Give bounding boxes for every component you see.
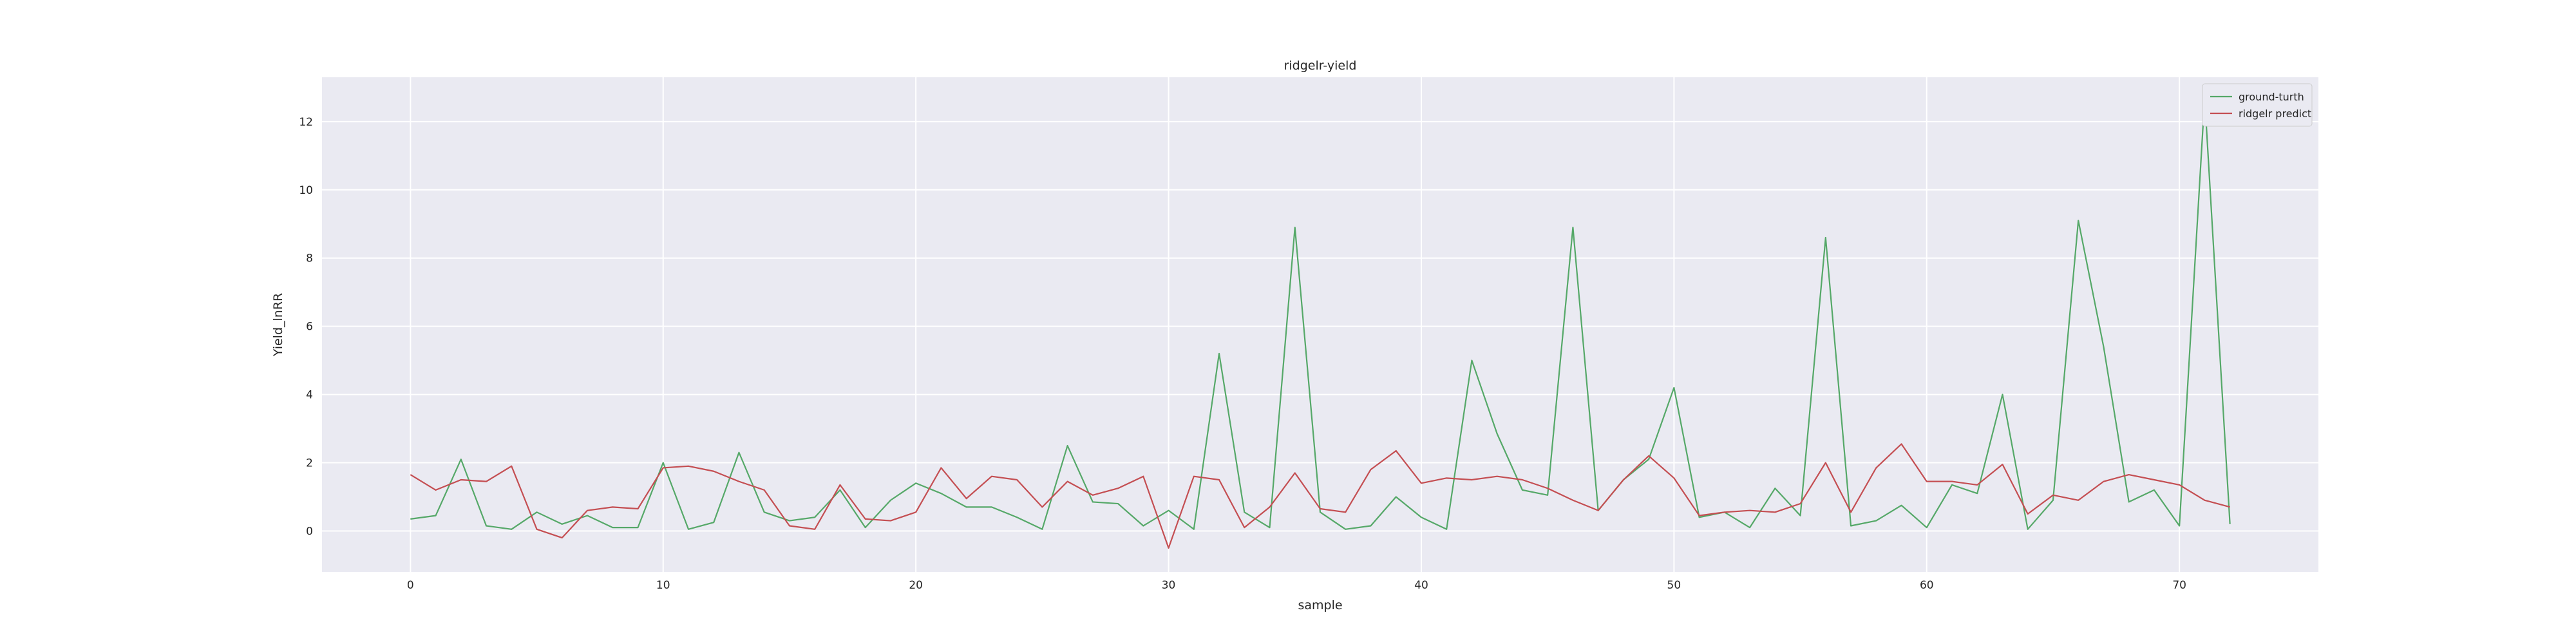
x-tick-label: 70 [2172, 579, 2186, 592]
x-tick-label: 0 [407, 579, 414, 592]
legend-label: ridgelr predict [2239, 108, 2311, 120]
tick-labels: 0 10 20 30 40 50 60 70 0 2 4 6 8 10 12 [299, 116, 2186, 592]
legend-label: ground-turth [2239, 91, 2304, 103]
x-tick-label: 30 [1162, 579, 1176, 592]
y-tick-label: 12 [299, 116, 313, 129]
y-tick-label: 10 [299, 184, 313, 197]
y-axis-title: Yield_lnRR [271, 293, 285, 357]
y-tick-label: 8 [306, 252, 313, 265]
x-tick-label: 50 [1667, 579, 1681, 592]
y-tick-label: 4 [306, 389, 313, 402]
x-tick-label: 10 [656, 579, 670, 592]
y-tick-label: 0 [306, 525, 313, 538]
chart-title: ridgelr-yield [1284, 59, 1357, 73]
plot-background [322, 77, 2318, 572]
x-axis-title: sample [1298, 598, 1342, 612]
series-line-1 [410, 97, 2231, 530]
series-line-2 [410, 443, 2230, 549]
series-lines [410, 97, 2231, 549]
y-tick-label: 6 [306, 321, 313, 334]
legend-box [2202, 83, 2313, 127]
y-tick-label: 2 [306, 457, 313, 470]
x-tick-label: 60 [1920, 579, 1934, 592]
x-tick-label: 20 [909, 579, 923, 592]
x-tick-label: 40 [1414, 579, 1428, 592]
legend: ground-turth ridgelr predict [2202, 83, 2313, 127]
